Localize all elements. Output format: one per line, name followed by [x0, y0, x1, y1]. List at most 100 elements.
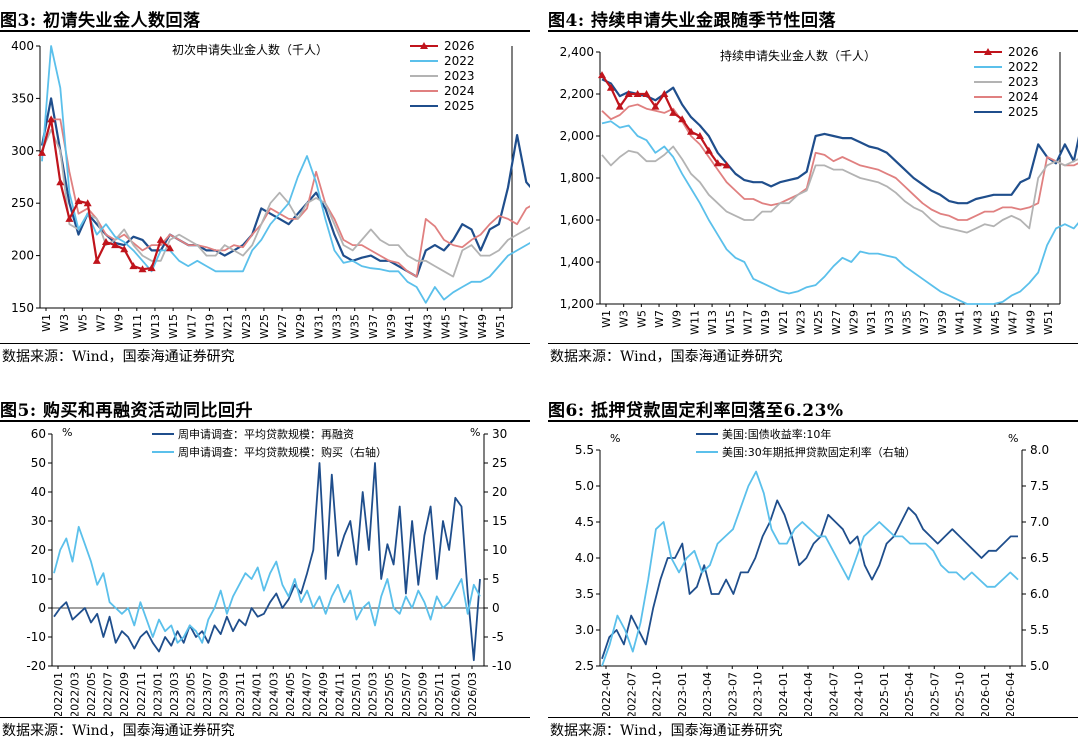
series-line-2025 [40, 97, 530, 278]
x-tick-label: W29 [294, 314, 307, 339]
y-tick-label: 150 [11, 301, 34, 315]
x-tick-label: W29 [848, 310, 861, 335]
series-marker [624, 90, 633, 97]
figure-3-title: 图3: 初请失业金人数回落 [0, 6, 201, 31]
x-tick-label: W35 [349, 314, 362, 339]
y-tick-label: 1,600 [560, 213, 594, 227]
x-tick-label: W3 [58, 314, 71, 332]
legend-label: 周申请调查：平均贷款规模：购买（右轴） [178, 445, 387, 459]
x-tick-label: 2024/09 [317, 672, 330, 716]
figure-4-title-text: 持续申请失业金跟随季节性回落 [591, 11, 837, 31]
x-tick-label: W47 [458, 314, 471, 339]
x-tick-label: 2026-04 [1004, 672, 1017, 716]
chart-subtitle: 初次申请失业金人数（千人） [172, 42, 328, 57]
y-tick-label: 3.0 [575, 623, 594, 637]
y-tick-label: 2,400 [560, 45, 594, 59]
series-line-2023 [601, 145, 1078, 234]
x-tick-label: 2022/07 [102, 672, 115, 716]
x-tick-label: 2023/11 [234, 672, 247, 716]
series-marker [606, 83, 615, 91]
x-tick-label: W45 [440, 314, 453, 339]
x-tick-label: W37 [918, 310, 931, 335]
x-tick-label: W25 [812, 310, 825, 335]
series-marker [156, 235, 165, 243]
x-tick-label: 2024-04 [802, 672, 815, 716]
y-tick-label-right: 20 [492, 485, 507, 499]
y-tick-label-right: 5 [492, 572, 500, 586]
x-tick-label: W7 [94, 314, 107, 332]
series-line-2022 [41, 45, 530, 304]
x-tick-label: W31 [865, 310, 878, 335]
y-tick-label: 10 [31, 572, 46, 586]
series-line-2023 [41, 128, 530, 278]
x-tick-label: 2022/05 [85, 672, 98, 716]
series-marker [713, 159, 722, 167]
y-tick-label: 4.5 [575, 515, 594, 529]
figure-3-title-text: 初请失业金人数回落 [43, 11, 201, 31]
y-tick-label: 250 [11, 196, 34, 210]
y-tick-label-right: -10 [492, 659, 512, 673]
x-tick-label: W39 [385, 314, 398, 339]
series-marker [687, 127, 696, 135]
x-tick-label: 2023/09 [218, 672, 231, 716]
x-tick-label: 2022/03 [69, 672, 82, 716]
figure-3-top-rule [0, 30, 530, 32]
series-marker [669, 108, 678, 116]
y-tick-label-right: 7.5 [1030, 479, 1049, 493]
series-line-2024 [41, 118, 530, 278]
y-tick-label-right: 10 [492, 543, 507, 557]
legend-label: 2022 [1008, 60, 1039, 74]
x-tick-label: W13 [149, 314, 162, 339]
y-tick-label: 60 [31, 427, 46, 441]
series-marker [92, 256, 101, 264]
x-tick-label: 2023-07 [726, 672, 739, 716]
y-tick-label-right: 5.5 [1030, 623, 1049, 637]
x-tick-label: W45 [989, 310, 1002, 335]
figure-4-source: 数据来源：Wind，国泰海通证券研究 [550, 349, 783, 365]
figure-3-label: 图3: [0, 11, 37, 31]
x-tick-label: 2022-07 [625, 672, 638, 716]
series-marker [695, 132, 704, 139]
x-tick-label: W43 [421, 314, 434, 339]
y-tick-label: 2.5 [575, 659, 594, 673]
series-marker [615, 102, 624, 110]
y-unit-right: % [1008, 432, 1018, 445]
x-tick-label: 2024/01 [251, 672, 264, 716]
x-tick-label: W23 [794, 310, 807, 335]
series-line-30 [601, 470, 1019, 667]
y-tick-label: 4.0 [575, 551, 594, 565]
x-tick-label: W11 [131, 314, 144, 339]
figure-6-title-text: 抵押贷款固定利率回落至6.23% [591, 401, 844, 421]
series-marker [47, 115, 56, 123]
x-tick-label: 2025-01 [878, 672, 891, 716]
x-tick-label: W51 [1042, 310, 1055, 335]
figure-4: 图4: 持续申请失业金跟随季节性回落 2,400 2,200 2,000 1,800 1… [548, 0, 1078, 372]
x-tick-label: W1 [40, 314, 53, 332]
figure-6-source: 数据来源：Wind，国泰海通证券研究 [550, 723, 783, 739]
x-tick-label: W17 [185, 314, 198, 339]
figure-5-title-text: 购买和再融资活动同比回升 [43, 401, 254, 421]
x-tick-label: W51 [494, 314, 507, 339]
x-tick-label: W31 [312, 314, 325, 339]
x-tick-label: 2026-01 [979, 672, 992, 716]
x-tick-label: W5 [76, 314, 89, 332]
x-tick-label: W21 [222, 314, 235, 339]
figure-5-label: 图5: [0, 401, 37, 421]
series-line-2025 [601, 78, 1078, 205]
y-tick-label-right: 6.0 [1030, 587, 1049, 601]
x-tick-label: W15 [724, 310, 737, 335]
x-tick-label: 2023-04 [701, 672, 714, 716]
series-marker [120, 245, 129, 253]
series-marker [722, 161, 731, 169]
y-tick-label-right: 0 [492, 601, 500, 615]
y-tick-label-right: -5 [492, 630, 504, 644]
legend-label: 周申请调查：平均贷款规模：再融资 [178, 427, 354, 441]
y-tick-label: 5.0 [575, 479, 594, 493]
x-tick-label: 2023/03 [168, 672, 181, 716]
y-tick-label-right: 8.0 [1030, 443, 1049, 457]
x-tick-label: 2024-01 [777, 672, 790, 716]
x-tick-label: W43 [971, 310, 984, 335]
y-tick-label: 1,200 [560, 297, 594, 311]
figure-6-bottom-rule [548, 717, 1078, 718]
